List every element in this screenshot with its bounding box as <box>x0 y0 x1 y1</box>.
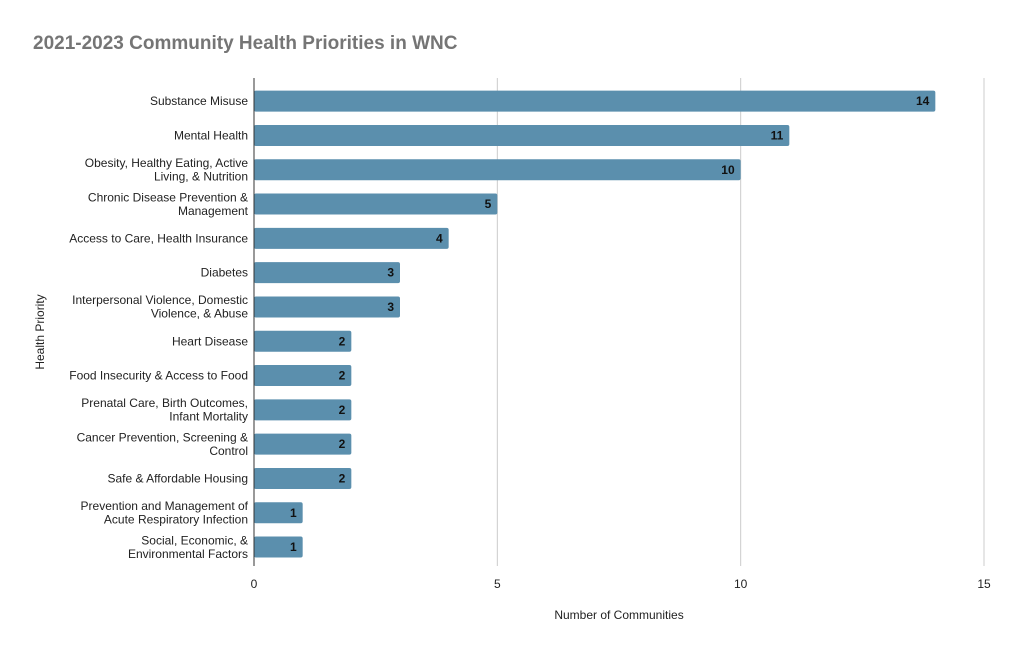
data-label: 2 <box>339 471 346 485</box>
category-label: Chronic Disease Prevention & Management <box>88 190 249 218</box>
x-tick-label: 5 <box>494 577 501 591</box>
bar <box>254 90 936 112</box>
bar <box>254 536 303 558</box>
x-tick-label: 10 <box>734 577 748 591</box>
category-label: Mental Health <box>174 128 248 142</box>
x-tick-labels: 0 5 10 15 <box>251 577 991 591</box>
data-label: 10 <box>721 163 735 177</box>
category-label-line: Diabetes <box>201 266 248 280</box>
data-label: 2 <box>339 437 346 451</box>
category-label-line: Violence, & Abuse <box>151 307 249 321</box>
bar <box>254 365 352 387</box>
bar <box>254 433 352 455</box>
bar <box>254 227 449 249</box>
bar <box>254 502 303 524</box>
category-label-line: Chronic Disease Prevention & <box>88 190 248 204</box>
category-label: Diabetes <box>201 266 248 280</box>
data-label: 14 <box>916 94 930 108</box>
category-label-line: Obesity, Healthy Eating, Active <box>85 156 249 170</box>
x-tick-label: 15 <box>977 577 991 591</box>
category-label-line: Acute Respiratory Infection <box>104 513 248 527</box>
category-label-line: Prevention and Management of <box>81 499 249 513</box>
category-label-line: Social, Economic, & <box>141 533 248 547</box>
category-label: Social, Economic, & Environmental Factors <box>128 533 248 561</box>
category-label: Food Insecurity & Access to Food <box>69 369 248 383</box>
data-label: 1 <box>290 506 297 520</box>
category-label: Prenatal Care, Birth Outcomes, Infant Mor… <box>81 396 248 424</box>
category-label-line: Safe & Affordable Housing <box>107 471 248 485</box>
bar <box>254 124 790 146</box>
category-labels: Substance Misuse Mental Health Obesity, He… <box>69 94 248 561</box>
bar <box>254 467 352 489</box>
category-label-line: Cancer Prevention, Screening & <box>77 430 248 444</box>
category-label: Substance Misuse <box>150 94 248 108</box>
category-label-line: Prenatal Care, Birth Outcomes, <box>81 396 248 410</box>
bar <box>254 193 498 215</box>
x-axis-title: Number of Communities <box>554 608 683 622</box>
data-label: 2 <box>339 334 346 348</box>
gridlines <box>496 78 985 566</box>
data-label: 5 <box>485 197 492 211</box>
category-label-line: Food Insecurity & Access to Food <box>69 369 248 383</box>
x-tick-label: 0 <box>251 577 258 591</box>
category-label: Heart Disease <box>172 334 248 348</box>
category-label-line: Environmental Factors <box>128 547 248 561</box>
category-label-line: Heart Disease <box>172 334 248 348</box>
category-label-line: Access to Care, Health Insurance <box>69 231 248 245</box>
data-label: 4 <box>436 231 443 245</box>
category-label-line: Substance Misuse <box>150 94 248 108</box>
category-label-line: Control <box>209 444 248 458</box>
bar <box>254 296 400 318</box>
chart-title: 2021-2023 Community Health Priorities in… <box>33 33 458 54</box>
data-label: 1 <box>290 540 297 554</box>
category-label: Obesity, Healthy Eating, Active Living, &… <box>85 156 249 184</box>
data-label: 11 <box>771 128 784 142</box>
category-label: Cancer Prevention, Screening & Control <box>77 430 248 458</box>
data-label: 2 <box>339 369 346 383</box>
category-label: Prevention and Management of Acute Respir… <box>81 499 249 527</box>
y-axis-title: Health Priority <box>33 294 47 369</box>
category-label: Safe & Affordable Housing <box>107 471 248 485</box>
category-label-line: Infant Mortality <box>169 410 248 424</box>
data-label: 3 <box>387 266 394 280</box>
bar <box>254 399 352 421</box>
category-label-line: Mental Health <box>174 128 248 142</box>
bar <box>254 330 352 352</box>
data-label: 3 <box>387 300 394 314</box>
bar <box>254 159 741 181</box>
category-label: Interpersonal Violence, Domestic Violence… <box>72 293 248 321</box>
category-label-line: Management <box>178 204 249 218</box>
category-label: Access to Care, Health Insurance <box>69 231 248 245</box>
bar <box>254 262 400 284</box>
category-label-line: Interpersonal Violence, Domestic <box>72 293 248 307</box>
category-label-line: Living, & Nutrition <box>154 170 248 184</box>
data-label: 2 <box>339 403 346 417</box>
